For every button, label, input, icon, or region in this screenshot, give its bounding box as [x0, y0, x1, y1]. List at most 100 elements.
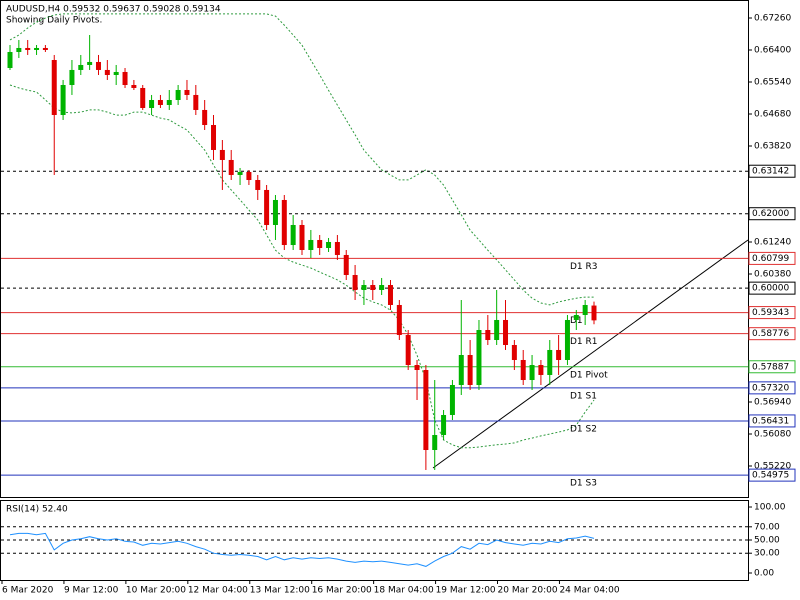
y-tick-label: 0.55220	[754, 462, 791, 472]
level-tag	[748, 306, 796, 320]
level-tag	[748, 327, 796, 341]
candle-body	[387, 285, 393, 305]
candle-body	[538, 365, 544, 375]
rsi-title: RSI(14) 52.40	[6, 505, 68, 515]
level-name: D1 S3	[570, 479, 597, 489]
candle-body	[458, 355, 464, 385]
candle-body	[228, 159, 234, 175]
candle-body	[308, 239, 314, 250]
level-tag-label: 0.60000	[752, 284, 789, 294]
candle-body	[237, 172, 243, 175]
y-tick-label: 0.56080	[754, 430, 791, 440]
x-tick-label: 12 Mar 04:00	[188, 586, 248, 596]
candle-body	[317, 239, 323, 248]
rsi-tick-label: 0.00	[754, 569, 774, 579]
candle-body	[113, 71, 119, 75]
level-tag-label: 0.58776	[752, 329, 789, 339]
band-lower	[9, 84, 595, 449]
candle-body	[246, 172, 252, 181]
candle-body	[281, 199, 287, 246]
candle-body	[175, 89, 181, 100]
candle-body	[34, 47, 40, 50]
level-tag	[748, 251, 796, 265]
x-tick-label: 6 Mar 2020	[2, 586, 54, 596]
candle-body	[264, 189, 270, 225]
level-tag-label: 0.56431	[752, 416, 789, 426]
candle-body	[352, 275, 358, 290]
candle-body	[396, 304, 402, 335]
rsi-tick-label: 30.00	[754, 549, 780, 559]
level-name: D1 R1	[570, 337, 598, 347]
candle-body	[414, 365, 420, 370]
level-name: D1 R3	[570, 262, 598, 272]
candle-body	[140, 87, 146, 108]
candle-body	[69, 69, 75, 86]
candle-body	[494, 319, 500, 341]
level-tag-label: 0.63142	[752, 167, 789, 177]
candle-body	[520, 359, 526, 381]
x-tick-label: 19 Mar 12:00	[436, 586, 496, 596]
candle-body	[449, 384, 455, 415]
candle-body	[556, 349, 562, 360]
candle-body	[343, 254, 349, 276]
y-tick-label: 0.66400	[754, 45, 791, 55]
candle-body	[361, 285, 367, 290]
trendline	[432, 239, 749, 469]
level-tag-label: 0.59343	[752, 308, 789, 318]
candle-body	[122, 71, 128, 86]
x-tick-label: 9 Mar 12:00	[64, 586, 119, 596]
level-tag	[748, 281, 796, 295]
candle-body	[166, 99, 172, 105]
candle-body	[573, 315, 579, 320]
candle-body	[467, 355, 473, 385]
level-tag-label: 0.54975	[752, 471, 789, 481]
chart-title: AUDUSD,H4 0.59532 0.59637 0.59028 0.5913…	[6, 5, 221, 15]
candle-body	[255, 180, 261, 190]
candle-body	[272, 199, 278, 225]
candle-body	[95, 61, 101, 70]
level-tag	[748, 381, 796, 395]
price-panel	[0, 0, 749, 498]
candle-body	[202, 109, 208, 126]
candle-body	[334, 241, 340, 255]
y-tick-label: 0.67260	[754, 13, 791, 23]
level-tag	[748, 164, 796, 178]
candle-body	[290, 224, 296, 246]
candle-body	[7, 51, 13, 68]
candle-body	[211, 125, 217, 150]
y-tick-label: 0.61240	[754, 237, 791, 247]
y-tick-label: 0.63820	[754, 141, 791, 151]
level-tag-label: 0.57887	[752, 362, 789, 372]
band-upper	[9, 13, 594, 306]
candle-body	[476, 329, 482, 385]
candle-body	[60, 85, 66, 115]
candle-body	[149, 99, 155, 108]
rsi-tick-label: 100.00	[754, 503, 786, 513]
candle-body	[591, 305, 597, 321]
candle-body	[78, 64, 84, 70]
y-tick-label: 0.60380	[754, 269, 791, 279]
rsi-tick-label: 50.00	[754, 536, 780, 546]
candle-body	[441, 414, 447, 436]
candle-body	[423, 369, 429, 451]
candle-body	[547, 349, 553, 375]
level-tag	[748, 468, 796, 482]
chart-subtitle: Showing Daily Pivots.	[6, 16, 102, 26]
candle-body	[87, 61, 93, 65]
candle-body	[511, 344, 517, 360]
level-tag	[748, 360, 796, 374]
level-name: D1 S1	[570, 391, 597, 401]
level-tag	[748, 207, 796, 221]
x-tick-label: 20 Mar 20:00	[498, 586, 558, 596]
candle-body	[485, 329, 491, 341]
candle-body	[299, 224, 305, 250]
level-tag-label: 0.60799	[752, 254, 789, 264]
x-tick-label: 10 Mar 20:00	[126, 586, 186, 596]
x-tick-label: 13 Mar 12:00	[250, 586, 310, 596]
x-tick-label: 24 Mar 04:00	[559, 586, 619, 596]
candle-body	[104, 69, 110, 75]
level-tag-label: 0.62000	[752, 209, 789, 219]
candle-body	[529, 365, 535, 381]
rsi-line	[9, 532, 595, 567]
